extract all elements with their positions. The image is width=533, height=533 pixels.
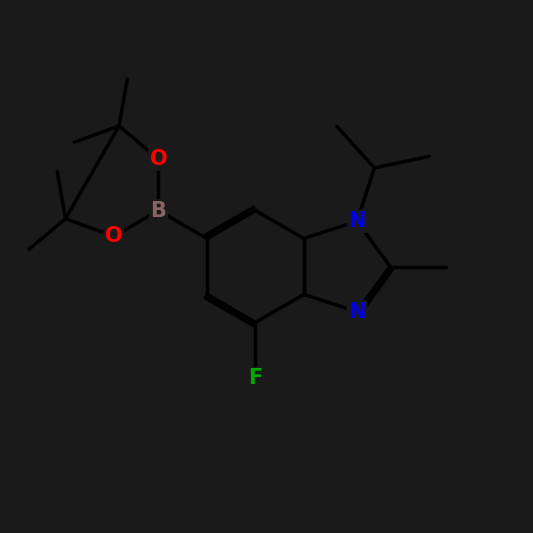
Text: N: N	[349, 211, 366, 231]
Text: N: N	[349, 302, 366, 322]
Text: O: O	[105, 227, 123, 246]
Text: F: F	[248, 368, 263, 389]
Text: B: B	[150, 200, 166, 221]
Text: O: O	[150, 149, 167, 169]
